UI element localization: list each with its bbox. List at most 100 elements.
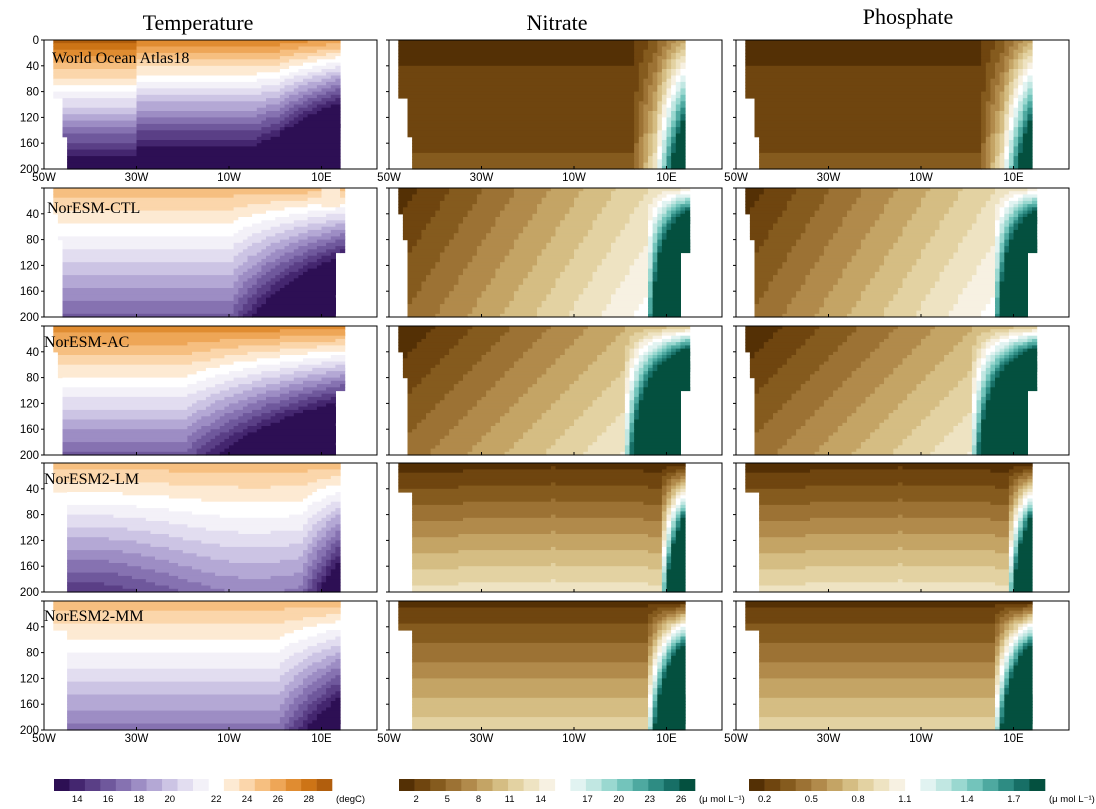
- panel-frame: [735, 187, 1070, 318]
- contour-cell: [238, 275, 253, 279]
- contour-cell: [601, 432, 626, 437]
- contour-cell: [624, 445, 631, 450]
- contour-cell: [759, 655, 996, 660]
- contour-cell: [1022, 636, 1028, 641]
- contour-cell: [210, 438, 225, 443]
- contour-cell: [1004, 220, 1010, 225]
- contour-cell: [238, 485, 272, 490]
- contour-cell: [583, 451, 621, 456]
- contour-cell: [449, 429, 492, 433]
- contour-cell: [500, 313, 538, 318]
- contour-cell: [754, 133, 982, 138]
- contour-cell: [1004, 49, 1010, 54]
- contour-cell: [407, 422, 418, 427]
- panel-frame: [388, 187, 723, 318]
- contour-cell: [321, 226, 346, 231]
- contour-cell: [1022, 72, 1028, 77]
- contour-cell: [1018, 81, 1024, 86]
- contour-cell: [999, 642, 1005, 647]
- contour-cell: [1004, 665, 1010, 670]
- contour-cell: [229, 445, 336, 450]
- contour-cell: [661, 469, 677, 474]
- contour-cell: [874, 390, 913, 395]
- contour-cell: [971, 448, 978, 453]
- contour-cell: [1022, 143, 1033, 147]
- contour-cell: [435, 210, 469, 215]
- contour-cell: [897, 530, 904, 535]
- contour-cell: [666, 479, 672, 483]
- contour-cell: [759, 524, 1010, 529]
- contour-cell: [537, 307, 575, 312]
- contour-cell: [976, 377, 982, 382]
- contour-cell: [104, 582, 156, 587]
- contour-cell: [472, 204, 506, 208]
- contour-cell: [476, 300, 510, 305]
- contour-cell: [652, 691, 658, 696]
- contour-cell: [412, 162, 635, 167]
- contour-cell: [252, 223, 281, 228]
- contour-cell: [541, 200, 575, 205]
- contour-cell: [1008, 361, 1038, 366]
- contour-cell: [638, 409, 681, 414]
- contour-cell: [316, 252, 332, 257]
- contour-cell: [657, 655, 663, 660]
- contour-cell: [316, 246, 336, 250]
- contour-cell: [657, 152, 663, 157]
- contour-cell: [657, 210, 663, 215]
- contour-cell: [823, 194, 862, 199]
- contour-cell: [661, 204, 668, 208]
- contour-cell: [990, 140, 996, 144]
- contour-cell: [486, 393, 524, 398]
- contour-cell: [999, 81, 1005, 86]
- contour-cell: [402, 358, 441, 363]
- contour-cell: [981, 127, 987, 131]
- contour-cell: [1027, 504, 1033, 509]
- contour-cell: [233, 246, 249, 250]
- contour-cell: [657, 40, 668, 44]
- contour-cell: [666, 511, 672, 516]
- contour-cell: [1004, 146, 1010, 151]
- contour-cell: [1013, 511, 1019, 516]
- contour-cell: [1013, 226, 1019, 231]
- contour-cell: [312, 662, 332, 667]
- contour-cell: [981, 156, 987, 160]
- contour-cell: [252, 416, 272, 421]
- contour-cell: [856, 197, 890, 202]
- contour-cell: [1013, 659, 1019, 663]
- contour-cell: [53, 482, 170, 487]
- contour-cell: [416, 384, 455, 388]
- contour-cell: [981, 114, 987, 118]
- contour-cell: [661, 559, 668, 564]
- contour-cell: [759, 684, 996, 689]
- contour-cell: [270, 123, 286, 128]
- contour-cell: [648, 294, 654, 299]
- contour-cell: [745, 75, 987, 80]
- contour-cell: [1013, 546, 1019, 551]
- contour-cell: [555, 546, 663, 551]
- contour-cell: [1008, 511, 1015, 516]
- contour-cell: [643, 49, 658, 54]
- contour-cell: [661, 498, 668, 503]
- contour-cell: [192, 351, 249, 356]
- contour-cell: [860, 297, 894, 302]
- contour-cell: [192, 566, 304, 570]
- contour-cell: [990, 136, 996, 141]
- contour-cell: [62, 249, 244, 254]
- contour-cell: [652, 127, 658, 131]
- contour-cell: [412, 152, 635, 157]
- contour-cell: [513, 188, 552, 192]
- contour-cell: [1022, 65, 1028, 70]
- contour-cell: [67, 559, 110, 564]
- contour-cell: [279, 704, 290, 708]
- contour-cell: [657, 665, 663, 670]
- contour-cell: [810, 416, 848, 421]
- contour-cell: [638, 307, 649, 312]
- contour-cell: [219, 432, 235, 437]
- contour-cell: [749, 236, 769, 241]
- contour-cell: [981, 396, 987, 401]
- contour-cell: [1004, 271, 1028, 276]
- contour-cell: [326, 639, 341, 644]
- contour-cell: [1022, 133, 1033, 138]
- contour-cell: [661, 162, 668, 167]
- contour-cell: [1018, 117, 1024, 122]
